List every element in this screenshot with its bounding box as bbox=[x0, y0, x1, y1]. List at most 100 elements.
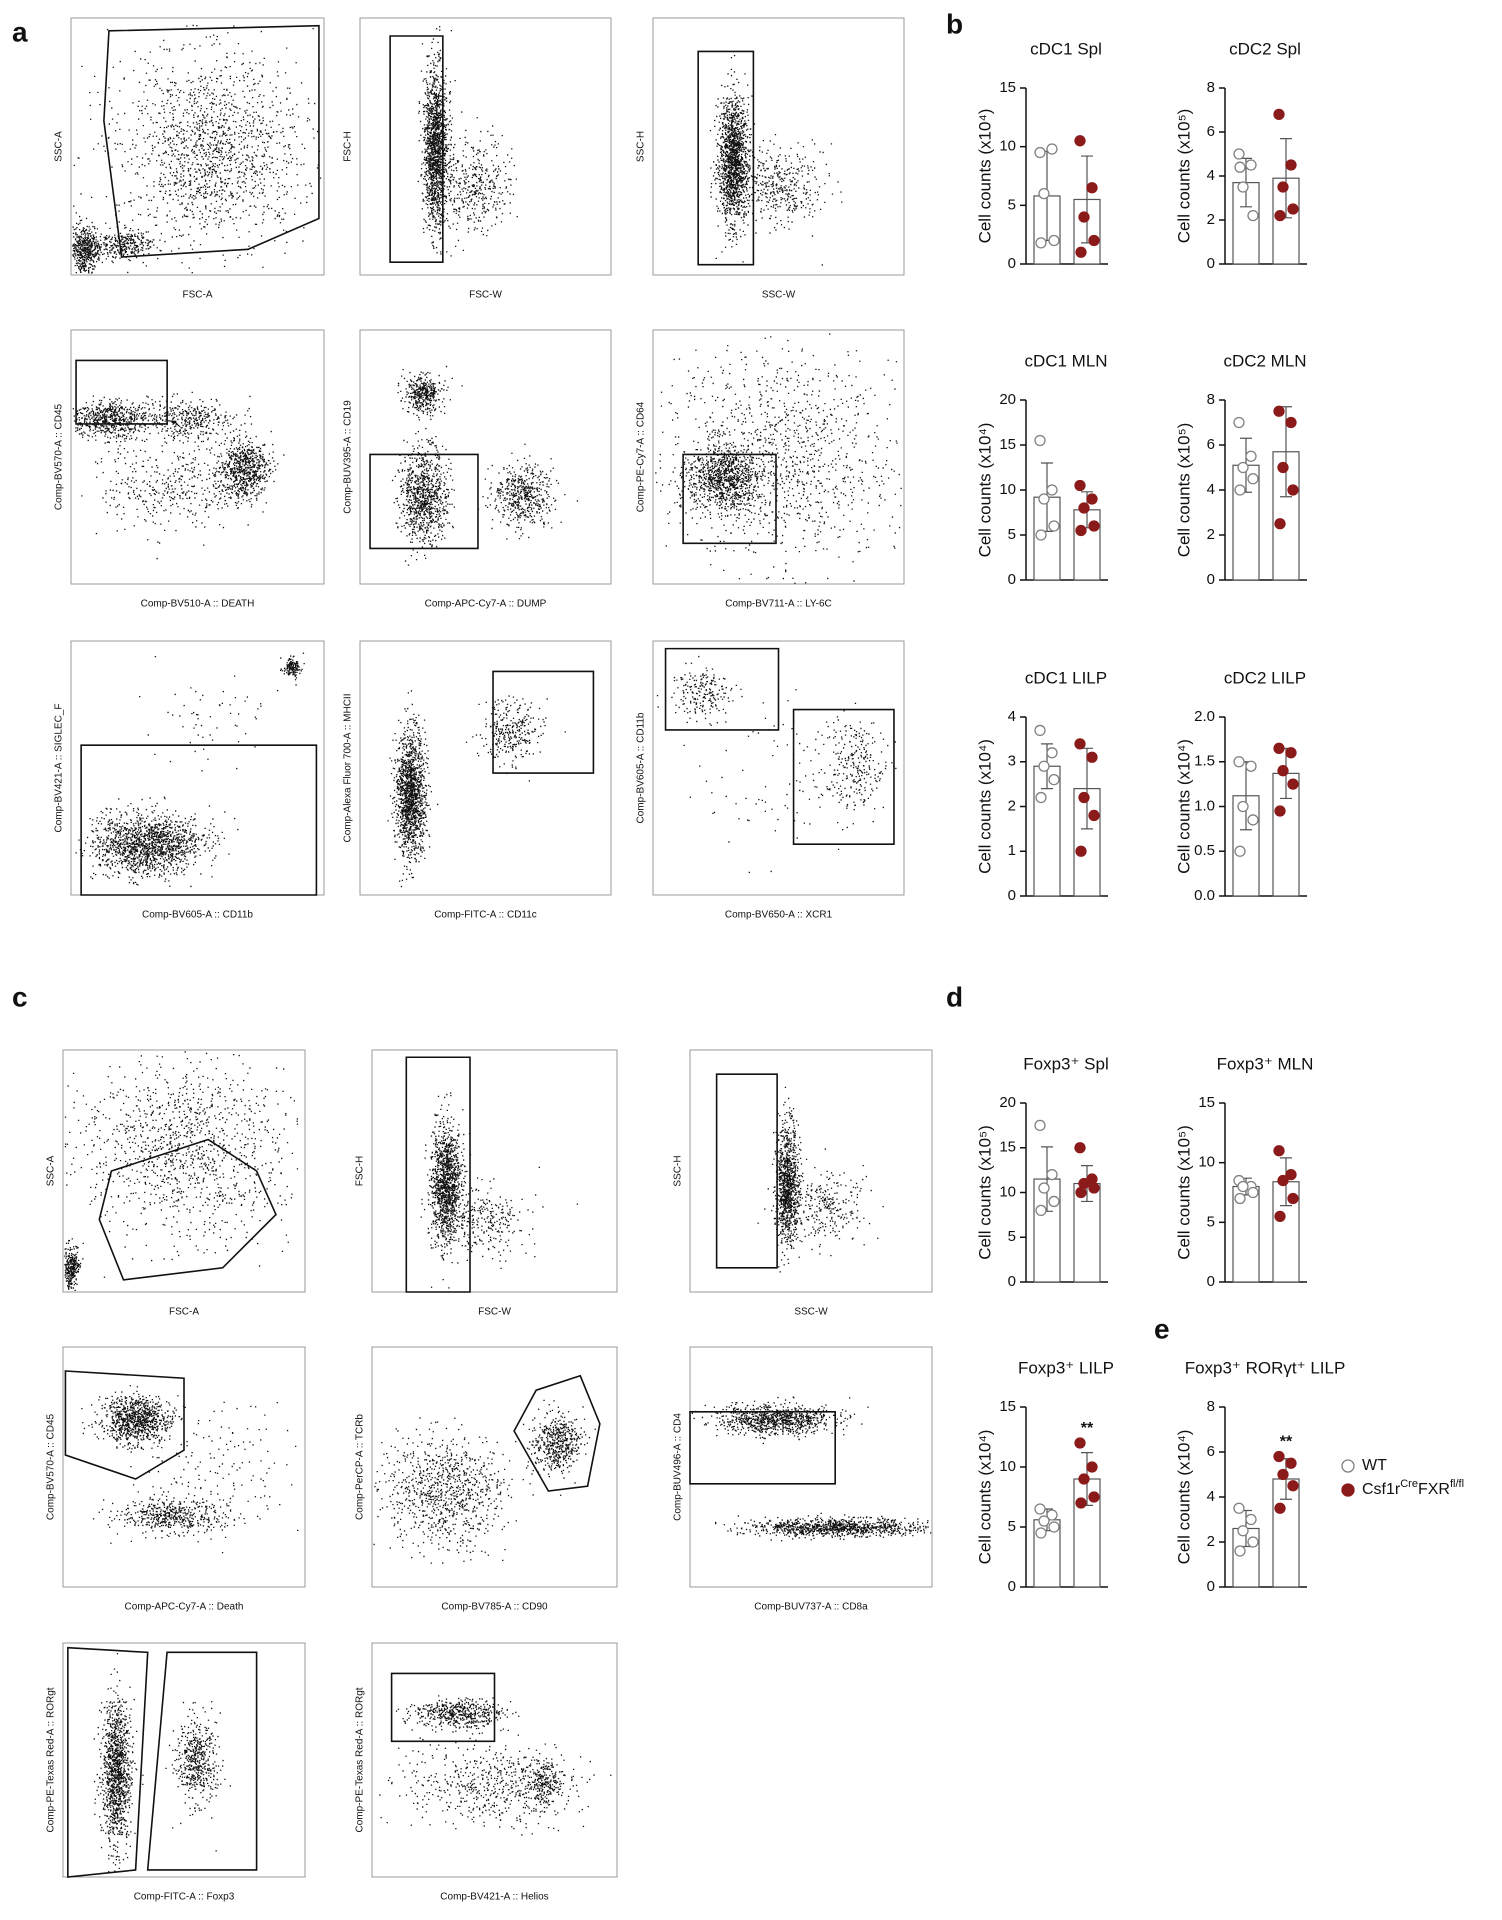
chart-title: Foxp3⁺ LILP bbox=[1018, 1358, 1114, 1377]
event-dots bbox=[420, 1092, 578, 1289]
data-point bbox=[1274, 518, 1286, 530]
bar-chart: cDC1 Spl Cell counts (x10⁴) 0 5 10 15 bbox=[975, 39, 1108, 272]
legend-marker bbox=[1341, 1483, 1355, 1497]
gate bbox=[792, 708, 895, 846]
data-point bbox=[1086, 751, 1098, 763]
data-point bbox=[1075, 524, 1087, 537]
data-point bbox=[1075, 1497, 1087, 1509]
y-tick-label: 15 bbox=[999, 436, 1016, 453]
data-point bbox=[1247, 209, 1259, 222]
plot-frame bbox=[62, 1049, 306, 1293]
y-tick-label: 5 bbox=[1008, 1228, 1016, 1245]
data-point bbox=[1074, 1437, 1086, 1449]
gate bbox=[67, 1646, 149, 1878]
y-axis-label: SSC-A bbox=[54, 131, 65, 162]
y-axis-label: Cell counts (x10⁴) bbox=[1174, 739, 1193, 874]
flow-plot: Comp-BV510-A :: DEATH Comp-BV570-A :: CD4… bbox=[54, 329, 325, 610]
data-point bbox=[1074, 135, 1086, 147]
data-point bbox=[1046, 484, 1058, 496]
plot-frame bbox=[62, 1642, 306, 1878]
x-axis-label: SSC-W bbox=[762, 290, 796, 301]
data-point bbox=[1237, 800, 1249, 813]
bar-chart: Foxp3⁺ LILP Cell counts (x10⁴) 0 5 10 15 ** bbox=[975, 1358, 1113, 1594]
data-point bbox=[1287, 778, 1299, 790]
chart-title: Foxp3⁺ Spl bbox=[1023, 1054, 1109, 1073]
data-point bbox=[1245, 760, 1257, 772]
data-point bbox=[1247, 473, 1259, 485]
data-point bbox=[1274, 1502, 1286, 1514]
data-point bbox=[1274, 1210, 1286, 1223]
y-axis-label: Cell counts (x10⁴) bbox=[975, 109, 994, 244]
x-axis-label: Comp-APC-Cy7-A :: Death bbox=[125, 1602, 244, 1613]
y-axis-label: Comp-BV570-A :: CD45 bbox=[46, 1413, 57, 1520]
data-point bbox=[1078, 1473, 1090, 1485]
data-point bbox=[1088, 809, 1100, 822]
data-point bbox=[1247, 1536, 1259, 1548]
data-point bbox=[1273, 405, 1285, 417]
y-axis-label: Cell counts (x10⁴) bbox=[1174, 1430, 1193, 1565]
y-axis-label: Comp-BV605-A :: CD11b bbox=[636, 712, 647, 823]
data-point bbox=[1075, 246, 1087, 258]
event-dots bbox=[655, 333, 902, 584]
chart-title: Foxp3⁺ RORγt⁺ LILP bbox=[1185, 1358, 1346, 1377]
chart-title: cDC2 LILP bbox=[1224, 668, 1306, 687]
data-point bbox=[1245, 450, 1257, 462]
y-axis-label: Cell counts (x10⁴) bbox=[975, 1430, 994, 1565]
data-point bbox=[1086, 182, 1098, 194]
y-axis-label: Comp-PE-Texas Red-A :: RORgt bbox=[46, 1687, 57, 1832]
flow-plot: Comp-BV650-A :: XCR1 Comp-BV605-A :: CD11… bbox=[636, 640, 905, 921]
data-point bbox=[1075, 845, 1087, 857]
plot-frame bbox=[359, 640, 612, 896]
x-axis-label: Comp-BV421-A :: Helios bbox=[440, 1892, 548, 1903]
panel-label: d bbox=[946, 981, 963, 1012]
gate bbox=[98, 1138, 277, 1281]
y-tick-label: 0 bbox=[1008, 887, 1016, 904]
bar-chart: cDC2 Spl Cell counts (x10⁵) 0 2 4 6 8 bbox=[1174, 39, 1307, 272]
flow-plot: Comp-BV605-A :: CD11b Comp-BV421-A :: SIG… bbox=[54, 640, 325, 921]
gate bbox=[75, 359, 168, 425]
y-tick-label: 4 bbox=[1207, 167, 1215, 184]
legend-label-part: WT bbox=[1362, 1457, 1387, 1474]
y-axis-label: FSC-H bbox=[343, 131, 354, 162]
y-tick-label: 0 bbox=[1207, 255, 1215, 272]
y-tick-label: 0 bbox=[1008, 1273, 1016, 1290]
panel-label: c bbox=[12, 981, 28, 1012]
y-tick-label: 20 bbox=[999, 1094, 1016, 1111]
y-axis-label: SSC-H bbox=[636, 131, 647, 162]
y-tick-label: 4 bbox=[1207, 1488, 1215, 1505]
y-tick-label: 0 bbox=[1207, 1578, 1215, 1595]
flow-plot: Comp-BV785-A :: CD90 Comp-PerCP-A :: TCRb bbox=[355, 1346, 618, 1613]
data-point bbox=[1074, 479, 1086, 492]
chart-title: cDC2 MLN bbox=[1223, 351, 1306, 370]
data-point bbox=[1274, 805, 1286, 817]
plot-frame bbox=[371, 1346, 618, 1588]
event-dots bbox=[391, 365, 579, 566]
flow-plot: Comp-APC-Cy7-A :: Death Comp-BV570-A :: C… bbox=[46, 1346, 306, 1613]
gate bbox=[103, 24, 320, 258]
data-point bbox=[1277, 765, 1289, 777]
y-tick-label: 2 bbox=[1207, 1533, 1215, 1550]
x-axis-label: Comp-BV510-A :: DEATH bbox=[141, 599, 255, 610]
bar-chart: Foxp3⁺ RORγt⁺ LILP Cell counts (x10⁴) 0 2 4 6… bbox=[1174, 1358, 1345, 1594]
y-tick-label: 6 bbox=[1207, 1443, 1215, 1460]
y-tick-label: 4 bbox=[1008, 708, 1016, 725]
data-point bbox=[1274, 209, 1286, 222]
data-point bbox=[1046, 747, 1058, 759]
data-point bbox=[1046, 143, 1058, 155]
data-point bbox=[1035, 1204, 1047, 1217]
y-tick-label: 0 bbox=[1008, 1578, 1016, 1595]
data-point bbox=[1038, 493, 1050, 505]
data-point bbox=[1233, 756, 1245, 768]
data-point bbox=[1088, 1491, 1100, 1503]
significance: ** bbox=[1081, 1420, 1094, 1437]
flow-plot: Comp-BV711-A :: LY-6C Comp-PE-Cy7-A :: CD… bbox=[636, 329, 905, 610]
y-axis-label: Cell counts (x10⁵) bbox=[975, 1125, 994, 1260]
y-axis-label: Cell counts (x10⁵) bbox=[1174, 109, 1193, 244]
x-axis-label: Comp-BV785-A :: CD90 bbox=[441, 1602, 548, 1613]
legend-label-part: Cre bbox=[1400, 1478, 1418, 1490]
x-axis-label: Comp-FITC-A :: Foxp3 bbox=[134, 1892, 235, 1903]
chart-title: cDC2 Spl bbox=[1229, 39, 1301, 58]
x-axis-label: Comp-FITC-A :: CD11c bbox=[434, 910, 537, 921]
data-point bbox=[1035, 1527, 1047, 1539]
